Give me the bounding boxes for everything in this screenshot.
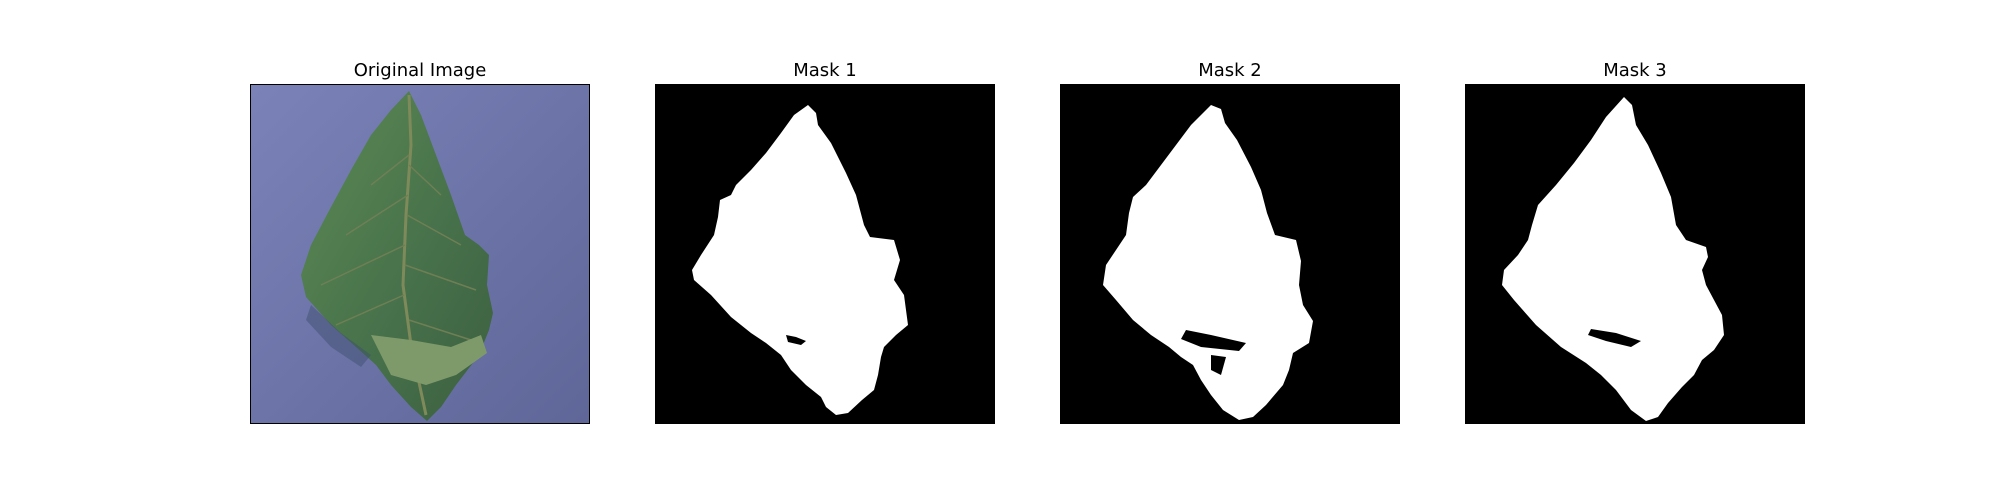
panel-title: Mask 1 <box>793 60 857 81</box>
mask-3-image <box>1465 84 1805 424</box>
mask-hole <box>1588 329 1641 347</box>
mask-3 <box>1466 85 1804 423</box>
mask-1-image <box>655 84 995 424</box>
mask-hole <box>1211 355 1226 375</box>
leaf-photo <box>251 85 589 423</box>
mask-region <box>1103 105 1313 420</box>
panel-title: Original Image <box>353 60 487 81</box>
original-image <box>250 84 590 424</box>
leaf-veins <box>320 154 477 341</box>
panel-title: Mask 3 <box>1603 60 1667 81</box>
mask-region <box>1502 97 1724 421</box>
mask-hole <box>786 335 806 345</box>
panel-title: Mask 2 <box>1198 60 1262 81</box>
mask-2 <box>1061 85 1399 423</box>
mask-region <box>692 105 908 415</box>
leaf-shape <box>301 91 493 421</box>
leaf-shadow <box>306 305 371 367</box>
leaf-fold <box>371 335 487 385</box>
mask-hole <box>1181 330 1246 351</box>
mask-1 <box>656 85 994 423</box>
mask-2-image <box>1060 84 1400 424</box>
